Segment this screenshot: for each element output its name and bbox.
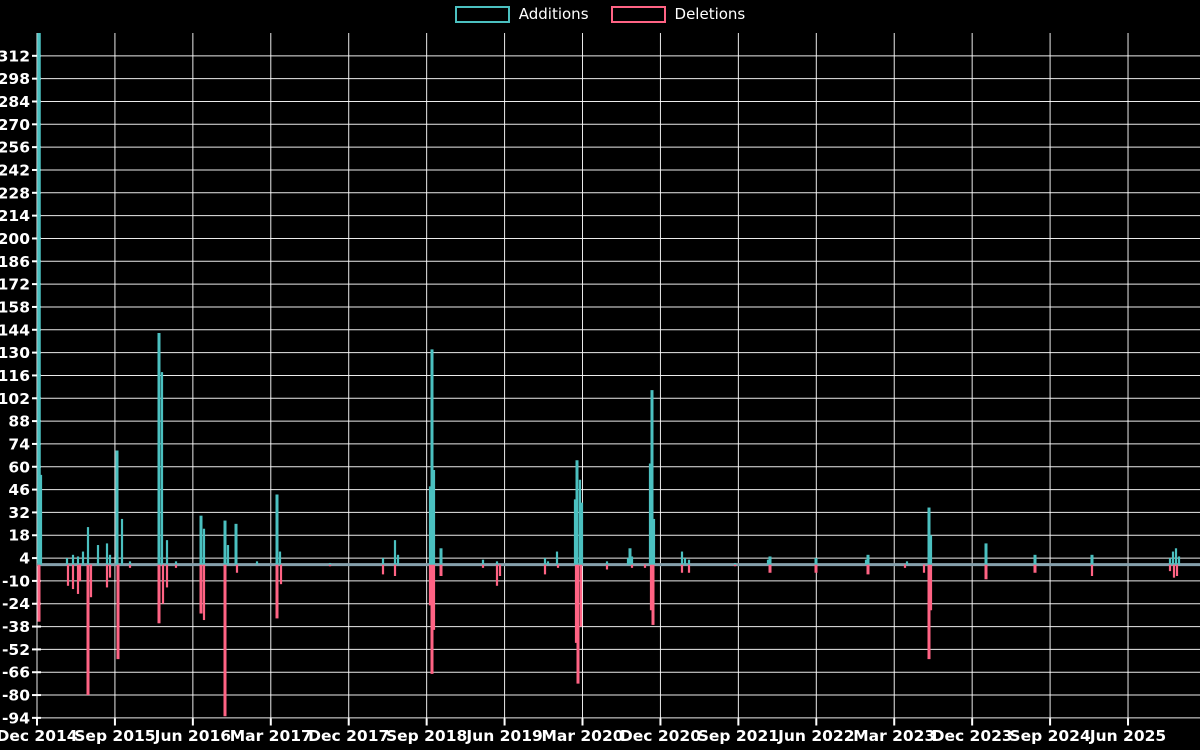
y-axis-label: 102 [0,390,30,408]
y-axis-label: 74 [8,435,30,453]
y-axis-label: 32 [8,504,30,522]
legend-item-deletions[interactable]: Deletions [610,5,746,23]
y-axis-label: 172 [0,276,30,294]
deletions-swatch-icon [610,6,666,23]
y-axis-label: 228 [0,184,30,202]
y-axis-label: 88 [8,413,30,431]
y-axis-label: 312 [0,47,30,65]
series-additions [37,33,1181,565]
y-axis-label: 284 [0,93,30,111]
chart-legend: Additions Deletions [0,6,1200,23]
x-axis-label: Mar 2020 [541,727,623,745]
y-axis-label: 4 [19,550,30,568]
x-axis-label: Sep 2018 [386,727,467,745]
y-axis-label: 200 [0,230,30,248]
y-axis-label: -52 [2,641,30,659]
series-deletions [37,564,1179,717]
y-axis-label: 18 [8,527,30,545]
y-axis-label: -24 [2,595,30,613]
y-axis-label: 298 [0,70,30,88]
x-axis-label: Sep 2021 [698,727,779,745]
y-axis-label: -38 [2,618,30,636]
y-axis-label: 256 [0,139,30,157]
y-axis-label: 158 [0,298,30,316]
y-axis-label: 60 [8,458,30,476]
y-axis-label: 144 [0,321,30,339]
y-axis-label: 214 [0,207,30,225]
x-axis-label: Mar 2023 [853,727,935,745]
x-axis-label: Dec 2023 [932,727,1013,745]
additions-swatch-icon [454,6,510,23]
y-axis-label: -94 [2,709,30,727]
y-axis-label: 186 [0,253,30,271]
x-axis-label: Jun 2022 [777,727,854,745]
x-axis-label: Sep 2015 [74,727,155,745]
x-axis-label: Dec 2014 [0,727,78,745]
y-axis-label: -10 [2,572,30,590]
legend-item-additions[interactable]: Additions [454,5,589,23]
x-axis-label: Mar 2017 [230,727,312,745]
y-axis-label: 46 [8,481,30,499]
y-axis-label: 116 [0,367,30,385]
y-axis-label: -66 [2,664,30,682]
y-axis-label: 270 [0,116,30,134]
x-axis-label: Jun 2019 [465,727,542,745]
x-axis-label: Dec 2020 [620,727,701,745]
y-axis-label: 130 [0,344,30,362]
x-axis-label: Jun 2016 [154,727,231,745]
y-axis-label: 242 [0,161,30,179]
x-axis-label: Sep 2024 [1009,727,1091,745]
x-axis-label: Jun 2025 [1089,727,1166,745]
legend-label-deletions: Deletions [674,5,746,23]
legend-label-additions: Additions [518,5,589,23]
x-axis-label: Dec 2017 [308,727,389,745]
y-axis-label: -80 [2,687,30,705]
